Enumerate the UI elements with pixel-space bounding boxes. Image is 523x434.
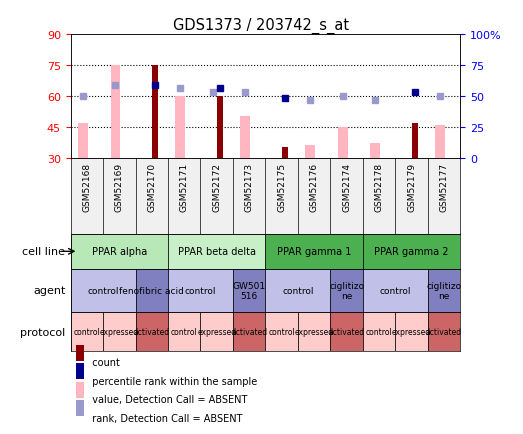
FancyBboxPatch shape: [363, 312, 395, 352]
FancyBboxPatch shape: [363, 269, 428, 312]
Text: expressed: expressed: [392, 328, 431, 336]
FancyBboxPatch shape: [363, 234, 460, 269]
Text: control: control: [268, 328, 295, 336]
FancyBboxPatch shape: [233, 269, 266, 312]
FancyBboxPatch shape: [135, 269, 168, 312]
Text: expressed: expressed: [197, 328, 236, 336]
FancyBboxPatch shape: [331, 269, 363, 312]
Bar: [152, 66, 158, 158]
Bar: [412, 123, 418, 158]
Bar: [217, 96, 223, 158]
FancyBboxPatch shape: [168, 234, 266, 269]
Bar: [338, 128, 348, 158]
FancyBboxPatch shape: [266, 269, 331, 312]
Text: activated: activated: [134, 328, 170, 336]
Text: control: control: [185, 286, 216, 295]
Text: GSM52179: GSM52179: [407, 162, 416, 211]
FancyBboxPatch shape: [71, 234, 168, 269]
Text: control: control: [171, 328, 198, 336]
Text: GSM52172: GSM52172: [212, 162, 221, 211]
Text: cell line: cell line: [22, 247, 65, 256]
Text: GSM52171: GSM52171: [180, 162, 189, 211]
FancyBboxPatch shape: [168, 269, 233, 312]
FancyBboxPatch shape: [428, 269, 460, 312]
Text: control: control: [282, 286, 314, 295]
FancyBboxPatch shape: [428, 312, 460, 352]
FancyBboxPatch shape: [103, 312, 135, 352]
Bar: [176, 96, 185, 158]
Text: GSM52170: GSM52170: [147, 162, 156, 211]
Text: GW501
516: GW501 516: [233, 281, 266, 300]
Bar: [78, 123, 88, 158]
Text: activated: activated: [231, 328, 267, 336]
FancyBboxPatch shape: [266, 234, 363, 269]
Text: GDS1373 / 203742_s_at: GDS1373 / 203742_s_at: [174, 17, 349, 33]
Text: activated: activated: [328, 328, 365, 336]
Bar: [282, 148, 288, 158]
Text: expressed: expressed: [100, 328, 139, 336]
Text: GSM52177: GSM52177: [439, 162, 449, 211]
FancyBboxPatch shape: [331, 312, 363, 352]
Text: PPAR beta delta: PPAR beta delta: [178, 247, 256, 256]
Text: value, Detection Call = ABSENT: value, Detection Call = ABSENT: [86, 395, 248, 404]
Bar: [305, 146, 315, 158]
Text: fenofibric acid: fenofibric acid: [119, 286, 184, 295]
Text: activated: activated: [426, 328, 462, 336]
FancyBboxPatch shape: [298, 312, 331, 352]
Text: GSM52173: GSM52173: [245, 162, 254, 211]
Text: control: control: [366, 328, 392, 336]
FancyBboxPatch shape: [395, 312, 428, 352]
Text: GSM52178: GSM52178: [374, 162, 383, 211]
Text: control: control: [73, 328, 100, 336]
Text: GSM52174: GSM52174: [342, 162, 351, 211]
Text: protocol: protocol: [20, 327, 65, 337]
FancyBboxPatch shape: [266, 312, 298, 352]
Bar: [241, 117, 250, 158]
FancyBboxPatch shape: [71, 312, 103, 352]
Text: PPAR alpha: PPAR alpha: [92, 247, 147, 256]
Text: GSM52168: GSM52168: [82, 162, 92, 211]
FancyBboxPatch shape: [233, 312, 266, 352]
Bar: [370, 144, 380, 158]
Text: rank, Detection Call = ABSENT: rank, Detection Call = ABSENT: [86, 413, 243, 423]
Text: agent: agent: [33, 286, 65, 296]
FancyBboxPatch shape: [135, 312, 168, 352]
Text: PPAR gamma 2: PPAR gamma 2: [374, 247, 449, 256]
Text: expressed: expressed: [294, 328, 334, 336]
Text: control: control: [380, 286, 411, 295]
Text: GSM52176: GSM52176: [310, 162, 319, 211]
Text: ciglitizo
ne: ciglitizo ne: [426, 281, 462, 300]
FancyBboxPatch shape: [71, 269, 135, 312]
Text: ciglitizo
ne: ciglitizo ne: [329, 281, 364, 300]
Text: count: count: [86, 358, 120, 368]
FancyBboxPatch shape: [168, 312, 200, 352]
Text: percentile rank within the sample: percentile rank within the sample: [86, 376, 257, 386]
FancyBboxPatch shape: [200, 312, 233, 352]
Text: GSM52169: GSM52169: [115, 162, 124, 211]
Bar: [435, 125, 445, 158]
Text: PPAR gamma 1: PPAR gamma 1: [277, 247, 351, 256]
Text: control: control: [87, 286, 119, 295]
Bar: [110, 66, 120, 158]
Text: GSM52175: GSM52175: [277, 162, 286, 211]
